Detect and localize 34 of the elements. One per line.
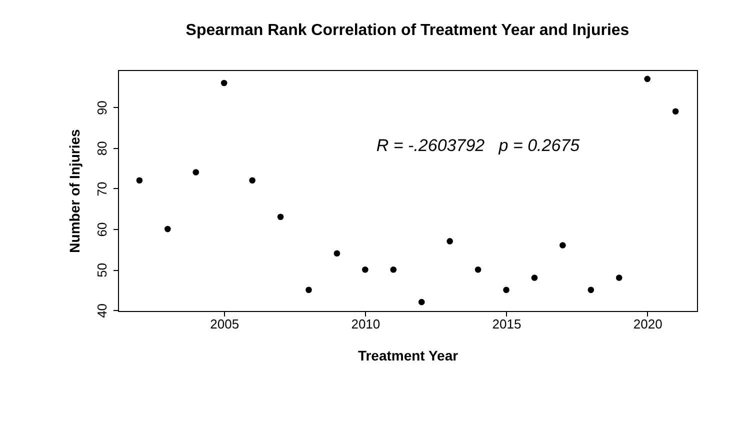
x-tick-label: 2015 [492, 316, 522, 332]
point [136, 177, 143, 184]
x-tick-label: 2020 [633, 316, 662, 332]
point [390, 266, 397, 273]
point [249, 177, 256, 184]
point [277, 214, 284, 220]
point [446, 238, 453, 244]
y-tick-label: 90 [94, 100, 110, 116]
point [220, 80, 228, 86]
y-tick-label: 70 [94, 182, 110, 196]
point [192, 169, 200, 176]
y-tick-label: 40 [94, 303, 110, 318]
point [474, 266, 482, 273]
point [531, 274, 538, 281]
point [503, 286, 510, 294]
y-axis-title: Number of Injuries [66, 128, 82, 253]
x-tick-label: 2010 [351, 316, 380, 332]
point [306, 286, 312, 294]
x-tick-label: 2005 [210, 316, 240, 332]
chart-title: Spearman Rank Correlation of Treatment Year and Injuries [186, 22, 630, 39]
point [418, 298, 425, 306]
point [644, 76, 650, 82]
annotation: R = -.2603792 p = 0.2675 [376, 136, 580, 155]
y-tick-label: 60 [94, 222, 110, 237]
point [616, 274, 622, 281]
point [588, 286, 594, 294]
x-axis-title: Treatment Year [358, 348, 459, 364]
y-tick-label: 80 [94, 141, 110, 156]
point [672, 108, 679, 115]
point [362, 266, 368, 273]
point [334, 250, 340, 257]
point [164, 226, 171, 232]
y-tick-label: 50 [94, 262, 110, 278]
point [560, 242, 566, 248]
